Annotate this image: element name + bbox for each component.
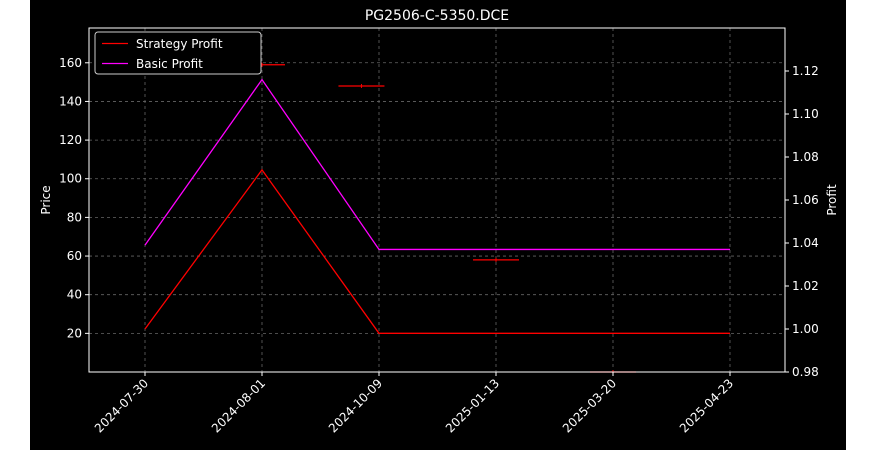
x-tick-label: 2024-07-30 <box>92 376 151 435</box>
price-tick-label: 100 <box>59 172 82 186</box>
price-axis: 20 40 60 80 100 120 140 160 <box>59 56 89 340</box>
profit-tick-label: 1.08 <box>792 150 819 164</box>
series-lines <box>144 78 730 334</box>
chart-title: PG2506-C-5350.DCE <box>365 8 509 24</box>
x-tick-label: 2024-08-01 <box>209 376 268 435</box>
legend-box <box>94 31 262 75</box>
chart-figure: PG2506-C-5350.DCE 20 40 60 80 100 120 140 160 0… <box>30 0 846 450</box>
profit-tick-label: 1.00 <box>792 322 819 336</box>
x-tick-label: 2024-10-09 <box>326 376 385 435</box>
price-tick-label: 20 <box>67 326 82 340</box>
price-marks <box>239 62 636 374</box>
series-line-strategy-profit <box>144 168 730 334</box>
x-tick-label: 2025-03-20 <box>560 376 619 435</box>
profit-tick-label: 0.98 <box>792 365 819 379</box>
price-tick-label: 120 <box>59 133 82 147</box>
chart-svg: PG2506-C-5350.DCE 20 40 60 80 100 120 140 160 0… <box>39 8 839 435</box>
x-axis: 2024-07-30 2024-08-01 2024-10-09 2025-01-13… <box>92 372 736 435</box>
profit-tick-label: 1.04 <box>792 236 819 250</box>
profit-tick-label: 1.06 <box>792 193 819 207</box>
series-line-basic-profit <box>144 78 730 251</box>
x-tick-label: 2025-04-23 <box>677 376 736 435</box>
legend-label-strategy-profit: Strategy Profit <box>136 37 223 51</box>
price-tick-label: 80 <box>67 210 82 224</box>
profit-tick-label: 1.10 <box>792 107 819 121</box>
price-tick-label: 140 <box>59 94 82 108</box>
profit-axis-label: Profit <box>825 184 839 216</box>
price-tick-label: 40 <box>67 288 82 302</box>
profit-tick-label: 1.02 <box>792 279 819 293</box>
profit-tick-label: 1.12 <box>792 64 819 78</box>
price-tick-label: 160 <box>59 56 82 70</box>
price-tick-label: 60 <box>67 249 82 263</box>
profit-axis: 0.98 1.00 1.02 1.04 1.06 1.08 1.10 1.12 <box>785 64 819 379</box>
legend: Strategy Profit Basic Profit <box>94 31 262 75</box>
legend-label-basic-profit: Basic Profit <box>136 57 203 71</box>
plot-frame <box>88 27 786 373</box>
grid <box>89 28 785 372</box>
price-axis-label: Price <box>39 185 53 214</box>
x-tick-label: 2025-01-13 <box>443 376 502 435</box>
